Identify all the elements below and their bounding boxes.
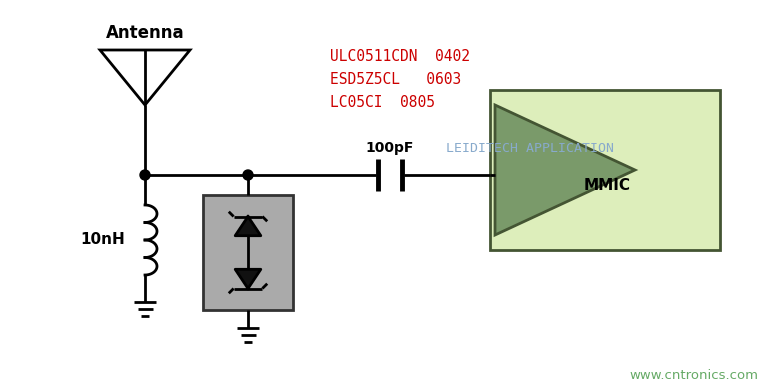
Bar	[490, 90, 720, 250]
Text: www.cntronics.com: www.cntronics.com	[629, 369, 758, 382]
Text: MMIC: MMIC	[584, 177, 631, 193]
Bar	[203, 195, 293, 310]
Circle shape	[243, 170, 253, 180]
Polygon shape	[495, 105, 635, 235]
Text: 10nH: 10nH	[80, 232, 125, 248]
Circle shape	[140, 170, 150, 180]
Text: 100pF: 100pF	[366, 141, 414, 155]
Polygon shape	[235, 216, 261, 236]
Text: LC05CI  0805: LC05CI 0805	[330, 95, 435, 110]
Text: ULC0511CDN  0402: ULC0511CDN 0402	[330, 49, 470, 64]
Polygon shape	[100, 50, 190, 105]
Text: LEIDITECH APPLICATION: LEIDITECH APPLICATION	[446, 142, 614, 155]
Polygon shape	[235, 269, 261, 289]
Text: Antenna: Antenna	[105, 24, 185, 42]
Text: ESD5Z5CL   0603: ESD5Z5CL 0603	[330, 72, 461, 87]
